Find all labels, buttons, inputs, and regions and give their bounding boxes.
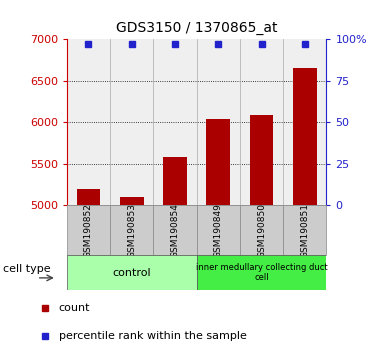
Bar — [76, 189, 100, 205]
Bar — [67, 39, 110, 205]
FancyBboxPatch shape — [197, 255, 326, 290]
FancyBboxPatch shape — [283, 205, 326, 255]
Text: percentile rank within the sample: percentile rank within the sample — [59, 331, 246, 341]
Text: GSM190854: GSM190854 — [171, 202, 180, 258]
FancyBboxPatch shape — [67, 205, 110, 255]
Bar — [163, 157, 187, 205]
Bar — [250, 115, 273, 205]
Bar — [283, 39, 326, 205]
Text: GSM190851: GSM190851 — [301, 202, 309, 258]
Text: count: count — [59, 303, 90, 313]
Bar — [120, 197, 144, 205]
FancyBboxPatch shape — [110, 205, 153, 255]
Text: inner medullary collecting duct
cell: inner medullary collecting duct cell — [196, 263, 327, 282]
Bar — [110, 39, 153, 205]
Bar — [240, 39, 283, 205]
FancyBboxPatch shape — [197, 205, 240, 255]
Bar — [293, 68, 317, 205]
Bar — [206, 119, 230, 205]
Title: GDS3150 / 1370865_at: GDS3150 / 1370865_at — [116, 21, 278, 35]
Text: GSM190850: GSM190850 — [257, 202, 266, 258]
Bar — [197, 39, 240, 205]
Text: GSM190853: GSM190853 — [127, 202, 136, 258]
Bar — [153, 39, 197, 205]
Text: GSM190849: GSM190849 — [214, 202, 223, 258]
Text: cell type: cell type — [3, 264, 51, 274]
FancyBboxPatch shape — [67, 255, 197, 290]
Text: GSM190852: GSM190852 — [84, 202, 93, 258]
FancyBboxPatch shape — [240, 205, 283, 255]
Text: control: control — [112, 268, 151, 278]
FancyBboxPatch shape — [153, 205, 197, 255]
